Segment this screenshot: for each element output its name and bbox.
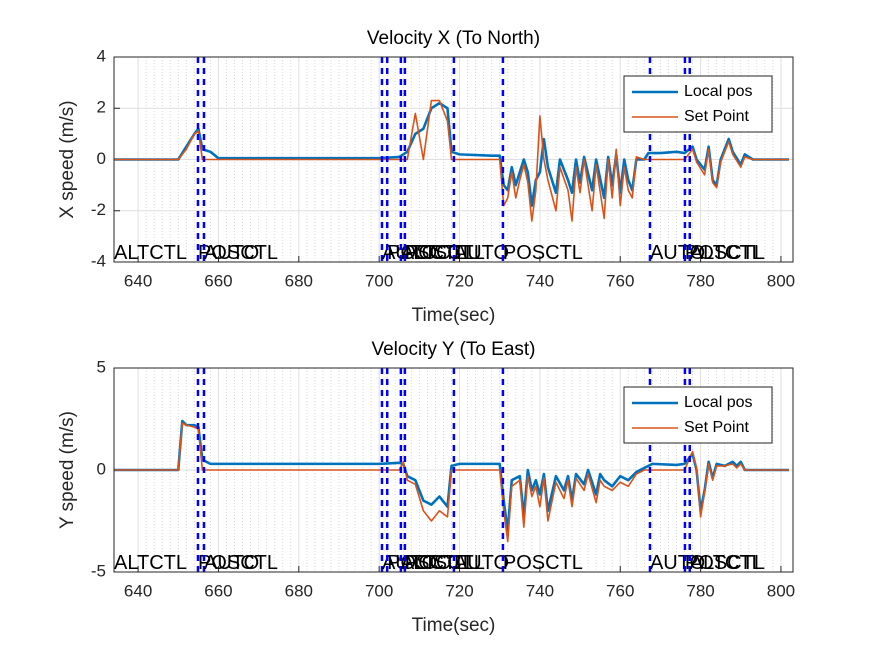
mode-label: ALTCTL (114, 552, 187, 574)
data-line (114, 99, 789, 222)
x-axis-label: Time(sec) (412, 305, 496, 326)
mode-label: AUTO (382, 242, 437, 264)
x-tick-label: 760 (606, 581, 634, 600)
mode-label: POSCTL (685, 552, 765, 574)
y-tick-label: -5 (91, 561, 106, 580)
mode-label: POSCTL (503, 552, 583, 574)
x-tick-label: 740 (526, 581, 554, 600)
x-tick-label: 700 (365, 581, 393, 600)
mode-label: POSCTL (198, 552, 278, 574)
mode-label: ALTCTL (401, 242, 474, 264)
chart-title: Velocity X (To North) (367, 28, 540, 49)
legend-label: Local pos (684, 394, 753, 411)
mode-label: POSCTL (387, 242, 467, 264)
legend-label: Set Point (684, 419, 749, 436)
legend-label: Set Point (684, 108, 749, 125)
mode-label: ALTCTL (401, 552, 474, 574)
x-tick-label: 680 (285, 271, 313, 290)
axes-box (113, 367, 794, 573)
plot-content (114, 419, 789, 543)
y-tick-label: -4 (91, 251, 106, 270)
x-tick-label: 720 (445, 271, 473, 290)
x-tick-label: 700 (365, 271, 393, 290)
y-axis-label: Y speed (m/s) (57, 411, 78, 529)
mode-label: POSCTL (405, 552, 485, 574)
x-tick-label: 720 (445, 581, 473, 600)
data-line (114, 422, 789, 543)
mode-label: POSCTL (198, 242, 278, 264)
x-tick-label: 660 (204, 271, 232, 290)
x-tick-label: 780 (686, 271, 714, 290)
plot-content (114, 99, 789, 222)
y-tick-label: -2 (91, 200, 106, 219)
mode-label: ALTCTL (114, 242, 187, 264)
mode-label: AUTO (204, 242, 259, 264)
x-tick-label: 780 (686, 581, 714, 600)
legend-box (623, 75, 773, 133)
x-tick-label: 680 (285, 581, 313, 600)
y-tick-label: 0 (97, 459, 106, 478)
y-tick-label: 5 (97, 357, 106, 376)
mode-label: ALTCTL (690, 242, 763, 264)
x-tick-label: 740 (526, 271, 554, 290)
subplot: 640 660 680 700 720 740 760 780 800 -4 -2 0 2 4 ALTCTL… (57, 28, 795, 326)
chart-title: Velocity Y (To East) (371, 339, 535, 360)
mode-label: POSCTL (685, 242, 765, 264)
legend-label: Local pos (684, 83, 753, 100)
mode-label: AUTO (650, 242, 705, 264)
x-tick-label: 660 (204, 581, 232, 600)
mode-label: ALTCTL (690, 552, 763, 574)
axes-box (113, 56, 794, 263)
mode-label: AUTO (454, 242, 509, 264)
x-tick-label: 800 (767, 271, 795, 290)
x-tick-label: 800 (767, 581, 795, 600)
x-axis-label: Time(sec) (412, 615, 496, 636)
mode-label: AUTO (650, 552, 705, 574)
mode-label: POSCTL (503, 242, 583, 264)
y-tick-label: 4 (97, 46, 106, 65)
y-tick-label: 2 (97, 98, 106, 117)
mode-label: AUTO (204, 552, 259, 574)
mode-label: AUTO (382, 552, 437, 574)
legend-box (623, 386, 773, 444)
mode-label: POSCTL (387, 552, 467, 574)
y-axis-label: X speed (m/s) (57, 100, 78, 218)
mode-label: POSCTL (405, 242, 485, 264)
x-tick-label: 640 (124, 581, 152, 600)
x-tick-label: 640 (124, 271, 152, 290)
mode-label: AUTO (454, 552, 509, 574)
x-tick-label: 760 (606, 271, 634, 290)
y-tick-label: 0 (97, 149, 106, 168)
